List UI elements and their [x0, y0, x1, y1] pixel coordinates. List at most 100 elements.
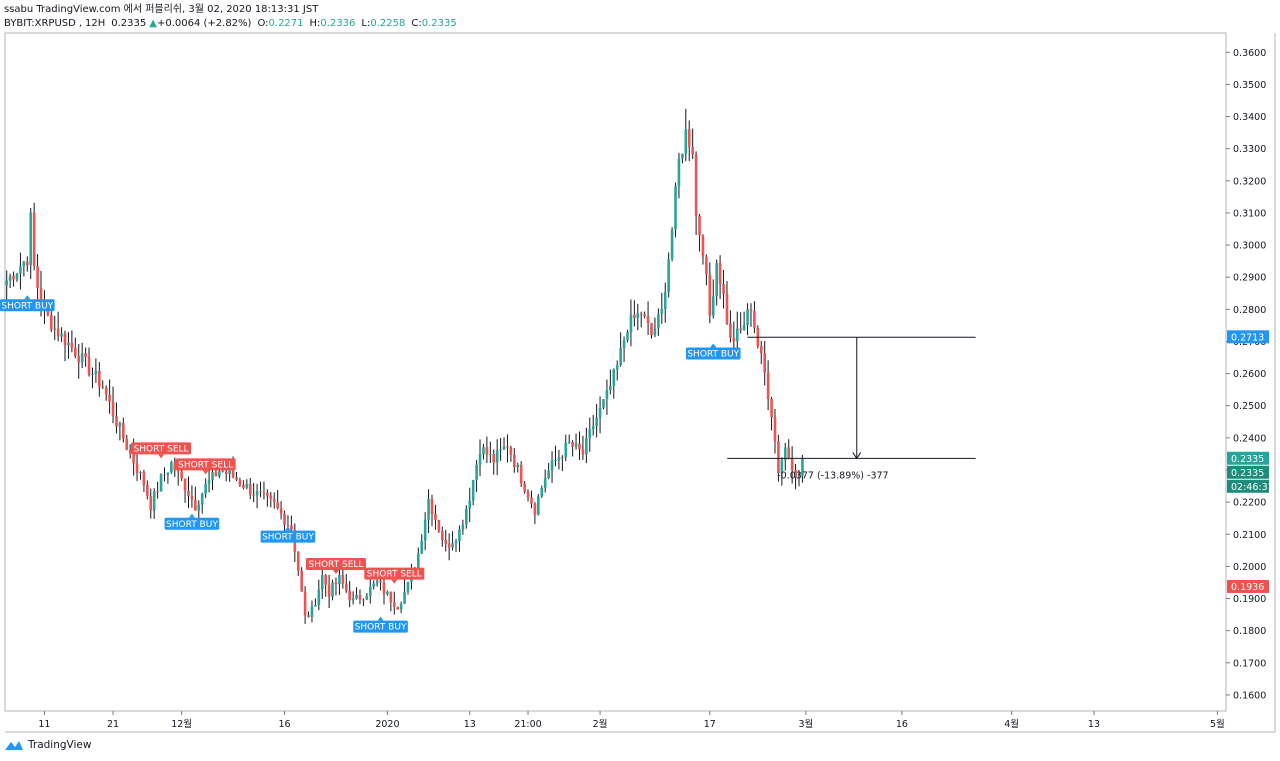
candle-up	[152, 491, 156, 511]
candle-up	[310, 606, 314, 618]
candle-down	[190, 496, 194, 500]
candle-down	[358, 594, 362, 600]
chart-frame	[4, 32, 1276, 733]
open-value: 0.2271	[268, 18, 304, 29]
candle-up	[489, 453, 492, 455]
time-tick-label: 3월	[798, 718, 813, 730]
candle-down	[581, 449, 585, 455]
candle-down	[687, 129, 691, 148]
candle-up	[540, 487, 544, 497]
candle-down	[286, 524, 290, 526]
candle-up	[139, 472, 142, 474]
candle-down	[132, 453, 135, 464]
time-tick-label: 5월	[1210, 718, 1225, 730]
low-value: 0.2258	[370, 18, 406, 29]
candle-up	[355, 594, 358, 599]
time-tick-label: 13	[1088, 719, 1100, 730]
tradingview-logo[interactable]: TradingView	[4, 739, 91, 751]
candle-down	[214, 472, 218, 477]
candle-down	[187, 490, 190, 497]
chart-header: ssabu TradingView.com 에서 퍼블리쉬, 3월 02, 20…	[4, 3, 457, 31]
candle-down	[300, 570, 303, 592]
candle-up	[609, 385, 612, 391]
candle-down	[231, 470, 235, 478]
candle-down	[149, 496, 153, 511]
short-sell-label: SHORT SELL	[364, 567, 425, 584]
candle-down	[759, 345, 763, 354]
candle-up	[365, 595, 369, 600]
candle-up	[19, 266, 22, 274]
candle-up	[475, 464, 478, 480]
candle-up	[368, 586, 372, 596]
candle-down	[276, 502, 279, 509]
signal-label-text: SHORT BUY	[687, 349, 739, 359]
signal-pointer-icon	[377, 616, 384, 621]
price-tag-text: 0.2713	[1231, 332, 1264, 343]
candle-up	[564, 442, 568, 458]
candle-up	[674, 186, 677, 230]
candle-down	[25, 261, 29, 266]
candle-up	[588, 429, 592, 438]
signal-label-bg	[164, 517, 220, 530]
candle-up	[502, 446, 506, 450]
candle-up	[543, 478, 547, 488]
candle-down	[787, 447, 791, 458]
signal-label-bg	[0, 299, 55, 312]
candle-up	[478, 454, 482, 465]
candle-up	[420, 540, 424, 554]
signal-pointer-icon	[284, 526, 291, 531]
candle-up	[612, 369, 616, 386]
candle-down	[238, 479, 242, 485]
price-tag-text: 02:46:31	[1231, 482, 1274, 493]
price-tags: 0.2713 0.2335 0.2335 02:46:31 0.1936	[1227, 330, 1274, 593]
price-axis[interactable]: 0.1600 0.1700 0.1800 0.1900 0.2000 0.2100 0.22…	[1226, 48, 1266, 702]
candle-down	[639, 313, 643, 315]
price-tag: 02:46:31	[1227, 479, 1274, 493]
candle-down	[272, 498, 276, 503]
signal-label-bg	[685, 347, 741, 360]
candle-down	[87, 357, 91, 375]
candle-down	[259, 491, 262, 493]
price-tick-label: 0.3600	[1233, 48, 1266, 59]
candle-up	[228, 470, 231, 475]
price-change: +0.0064 (+2.82%)	[156, 18, 252, 29]
candle-down	[430, 499, 434, 515]
price-tag-bg	[1227, 579, 1269, 593]
candle-down	[523, 483, 526, 492]
candle-up	[5, 280, 9, 286]
measure-tool[interactable]: -0.0377 (-13.89%) -377	[727, 336, 976, 481]
candle-down	[766, 372, 770, 399]
candle-up	[591, 426, 595, 430]
time-axis[interactable]: 11 21 12월 16 2020 13 21:00 2월 17 3월 16 4월 13 5월	[38, 711, 1225, 730]
candle-down	[694, 154, 698, 216]
interval-label[interactable]: 12H	[85, 18, 106, 29]
candle-up	[667, 259, 670, 293]
candle-down	[248, 483, 252, 495]
candle-up	[619, 348, 622, 366]
candle-up	[211, 472, 214, 481]
time-tick-label: 21:00	[514, 719, 541, 730]
candle-down	[739, 328, 742, 331]
candle-up	[166, 472, 170, 475]
signal-label-text: SHORT SELL	[308, 560, 363, 570]
candle-down	[773, 416, 777, 442]
candle-down	[392, 602, 396, 607]
symbol-name[interactable]: BYBIT:XRPUSD	[4, 18, 76, 29]
signal-pointer-icon	[188, 513, 195, 518]
signal-pointer-icon	[24, 295, 31, 300]
candle-up	[320, 575, 324, 590]
signal-label-text: SHORT BUY	[262, 533, 314, 543]
signal-label-text: SHORT SELL	[178, 460, 233, 470]
candle-up	[780, 460, 784, 474]
candle-up	[372, 583, 376, 587]
short-buy-label: SHORT BUY	[164, 513, 220, 530]
candle-down	[12, 275, 15, 280]
price-tag-text: 0.2335	[1231, 468, 1264, 479]
signal-pointer-icon	[332, 570, 339, 575]
high-label: H:	[309, 18, 321, 29]
candle-up	[585, 437, 588, 455]
candle-up	[80, 353, 84, 363]
symbol-info: BYBIT:XRPUSD, 12H 0.2335 ▲ +0.0064 (+2.8…	[4, 18, 457, 29]
candle-up	[677, 158, 681, 187]
